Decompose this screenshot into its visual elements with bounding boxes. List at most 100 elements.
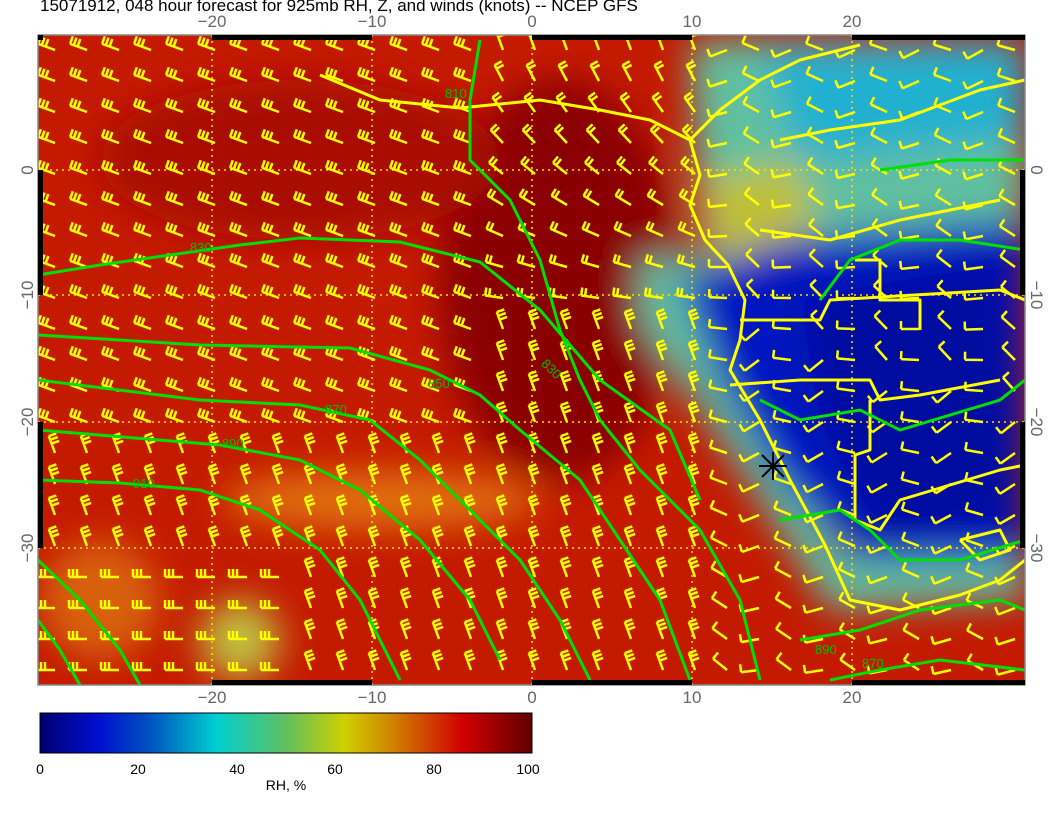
lon-tick: 10 [683, 12, 702, 31]
wind-barb [227, 569, 247, 579]
wind-barb [100, 221, 120, 238]
wind-barb [582, 188, 600, 207]
wind-barb [259, 600, 279, 610]
wind-barb [707, 349, 728, 362]
wind-barb [324, 376, 344, 393]
wind-barb [335, 525, 348, 547]
wind-barb [962, 141, 984, 151]
wind-barb [527, 463, 540, 485]
wind-barb [772, 470, 792, 486]
wind-barb [431, 587, 444, 609]
wind-barb [527, 370, 540, 392]
wind-barb [420, 314, 440, 331]
contour-label: 810 [445, 86, 467, 101]
wind-barb [195, 662, 215, 672]
wind-barb [131, 569, 151, 579]
wind-barb [195, 569, 215, 579]
wind-barb [292, 376, 312, 393]
wind-barb [809, 278, 824, 299]
wind-barb [902, 622, 920, 641]
wind-barb [164, 221, 184, 238]
wind-barb [687, 556, 700, 578]
wind-barb [687, 370, 700, 392]
wind-barb [228, 128, 248, 145]
wind-barb [687, 463, 700, 485]
wind-barb [866, 513, 888, 525]
wind-barb [655, 339, 668, 361]
wind-barb [616, 155, 632, 175]
wind-barb [934, 188, 952, 207]
wind-barb [388, 376, 408, 393]
wind-barb [420, 159, 440, 176]
wind-barb [111, 463, 124, 485]
wind-barb [738, 573, 760, 584]
lat-axis-right: 0 −10 −20 −30 [1027, 165, 1046, 562]
wind-barb [527, 401, 540, 423]
wind-barb [239, 494, 252, 516]
wind-barb [709, 469, 728, 486]
wind-barb [335, 618, 348, 640]
wind-barb [707, 228, 728, 239]
wind-barb [835, 350, 856, 362]
wind-barb [678, 188, 696, 207]
wind-barb [431, 618, 444, 640]
wind-barb [521, 123, 536, 144]
wind-barb [399, 618, 412, 640]
wind-barb [495, 649, 508, 671]
wind-barb [292, 35, 312, 52]
wind-barb [591, 463, 604, 485]
wind-barb [452, 314, 472, 331]
wind-barb [549, 220, 568, 238]
wind-barb [163, 600, 183, 610]
wind-barb [709, 530, 728, 548]
wind-barb [228, 314, 248, 331]
wind-barb [623, 494, 636, 516]
wind-barb [143, 525, 156, 547]
wind-barb [292, 128, 312, 145]
wind-barb [965, 622, 984, 641]
wind-barb [805, 35, 824, 52]
wind-barb [964, 441, 984, 455]
wind-barb [527, 308, 540, 330]
wind-barb [207, 525, 220, 547]
wind-barb [706, 48, 728, 58]
wind-barb [356, 314, 376, 331]
wind-barb [742, 126, 760, 145]
wind-barb [196, 159, 216, 176]
wind-barb [994, 666, 1016, 676]
wind-barb [612, 254, 632, 269]
wind-barb [655, 525, 668, 547]
wind-barb [706, 168, 728, 179]
wind-barb [388, 35, 408, 52]
wind-barb [68, 159, 88, 176]
wind-barb [874, 340, 888, 361]
wind-barb [771, 349, 792, 362]
wind-barb [131, 631, 151, 641]
wind-barb [687, 339, 700, 361]
lat-tick: −30 [18, 534, 37, 563]
wind-barb [707, 259, 727, 269]
wind-barb [420, 128, 440, 145]
wind-barb [773, 560, 792, 579]
lon-axis-top: −20 −10 0 10 20 [198, 12, 862, 31]
wind-barb [708, 379, 728, 393]
wind-barb [584, 155, 600, 175]
lat-tick: −30 [1027, 534, 1046, 563]
wind-barb [493, 60, 505, 82]
wind-barb [900, 471, 920, 486]
wind-barb [495, 308, 508, 330]
wind-barb [899, 351, 920, 362]
wind-barb [99, 569, 119, 579]
wind-barb [520, 155, 536, 175]
wind-barb [930, 575, 952, 585]
wind-barb [899, 411, 920, 424]
wind-barb [260, 221, 280, 238]
wind-barb [495, 339, 508, 361]
wind-barb [196, 66, 216, 83]
wind-barb [196, 221, 216, 238]
wind-barb [399, 587, 412, 609]
wind-barb [164, 66, 184, 83]
wind-barb [741, 65, 760, 83]
wind-barb [495, 463, 508, 485]
